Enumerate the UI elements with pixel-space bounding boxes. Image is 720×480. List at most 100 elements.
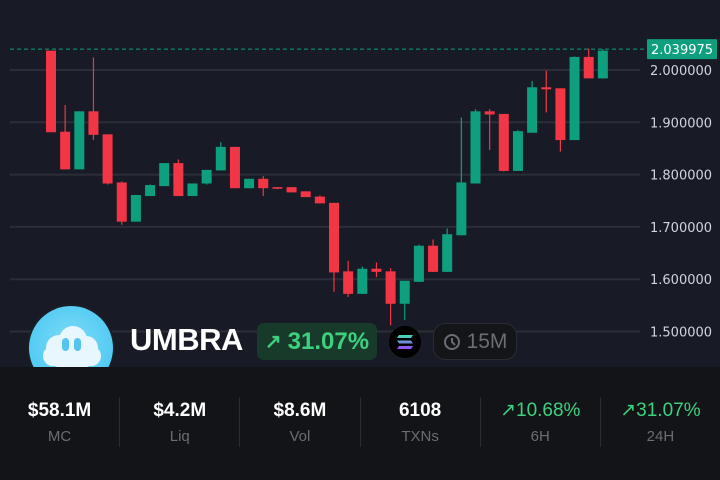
candle <box>145 184 156 197</box>
candle-body <box>300 191 311 198</box>
candle <box>88 57 99 141</box>
candle-body <box>60 131 71 170</box>
timeframe-button[interactable]: 15M <box>433 323 517 360</box>
candle-body <box>244 178 255 189</box>
candle <box>258 176 269 197</box>
candle-body <box>258 178 269 189</box>
stat-6h-change: ↗10.68% 6H <box>479 397 600 447</box>
candle-body <box>527 87 538 133</box>
candle <box>272 187 283 190</box>
candle-body <box>456 182 467 236</box>
stat-label: 6H <box>530 428 550 445</box>
candle-body <box>46 50 56 133</box>
candle <box>456 117 467 236</box>
candle-body <box>329 202 339 273</box>
candle-body <box>187 183 198 197</box>
candle <box>555 88 566 152</box>
candle <box>74 111 85 170</box>
candle-body <box>541 87 552 90</box>
stat-value: 10.68% <box>516 400 581 421</box>
candle-body <box>357 268 368 294</box>
y-tick-label: 1.600000 <box>650 273 712 288</box>
stat-label: 24H <box>646 428 675 445</box>
candlestick-chart[interactable]: 2.000000 1.900000 1.800000 1.700000 1.600000… <box>0 0 720 367</box>
candle-body <box>555 88 566 141</box>
candle-body <box>130 194 141 222</box>
candle-body <box>215 146 226 171</box>
candle-body <box>428 245 439 272</box>
candle <box>470 109 481 184</box>
stat-value: 6108 <box>398 400 442 421</box>
candle <box>512 130 523 171</box>
candle <box>130 194 141 222</box>
candle <box>46 50 56 133</box>
candle <box>286 187 297 193</box>
stat-label: Liq <box>169 428 190 445</box>
candle-body <box>201 169 212 184</box>
candle <box>201 169 212 185</box>
candle-body <box>116 182 127 222</box>
candle <box>159 163 170 187</box>
candle <box>173 159 184 197</box>
current-price-label: 2.039975 <box>651 43 713 58</box>
y-tick-label: 2.000000 <box>650 64 712 79</box>
token-name: UMBRA <box>130 322 243 357</box>
candle <box>498 113 509 172</box>
y-tick-label: 1.500000 <box>650 326 712 341</box>
y-tick-label: 1.800000 <box>650 169 712 184</box>
candle-body <box>74 111 85 170</box>
stat-volume: $8.6M Vol <box>239 397 359 447</box>
stat-value: $8.6M <box>273 400 327 421</box>
stat-label: TXNs <box>401 428 439 445</box>
cloud-icon <box>43 326 101 368</box>
candle <box>187 183 198 197</box>
candle-body <box>173 163 184 197</box>
candle-body <box>470 111 481 184</box>
candle-body <box>512 131 523 171</box>
stat-liquidity: $4.2M Liq <box>119 397 239 447</box>
y-tick-label: 1.700000 <box>650 221 712 236</box>
stats-row: $58.1M MC $4.2M Liq $8.6M Vol 6108 TXNs ↗10.… <box>0 397 720 447</box>
candle-body <box>371 268 382 272</box>
candle-body <box>314 196 325 204</box>
eye-icon <box>74 338 81 351</box>
stat-value: 31.07% <box>636 400 701 421</box>
candle-body <box>88 111 99 135</box>
change-value: 31.07% <box>287 327 370 355</box>
candle-body <box>413 245 424 282</box>
stat-24h-change: ↗31.07% 24H <box>599 397 720 447</box>
candle-body <box>229 146 240 189</box>
candle <box>300 191 311 198</box>
candle <box>229 146 240 189</box>
candle <box>583 48 594 79</box>
candle <box>385 268 396 326</box>
stat-value: $4.2M <box>153 400 207 421</box>
candle-body <box>583 56 594 79</box>
candle <box>413 244 424 282</box>
arrow-up-right-icon: ↗ <box>264 331 282 353</box>
candle <box>442 228 453 272</box>
candle <box>527 80 538 133</box>
eye-icon <box>62 338 69 351</box>
candle-body <box>102 134 113 184</box>
candle-body <box>145 185 156 197</box>
candle <box>569 56 580 141</box>
stat-label: MC <box>47 428 72 445</box>
candle <box>484 109 495 151</box>
candle <box>428 239 439 272</box>
candle <box>314 195 325 204</box>
candle-body <box>597 50 608 79</box>
stat-transactions: 6108 TXNs <box>359 397 480 447</box>
candle-body <box>286 187 297 193</box>
candle-body <box>569 56 580 141</box>
candle <box>357 266 368 294</box>
current-price-tag <box>647 39 717 60</box>
change-badge: ↗ 31.07% <box>257 323 377 360</box>
stat-market-cap: $58.1M MC <box>0 397 119 447</box>
candle <box>102 134 113 185</box>
arrow-up-right-icon: ↗ <box>500 400 516 421</box>
candle <box>60 105 71 170</box>
candle-body <box>272 187 283 189</box>
timeframe-label: 15M <box>466 329 508 353</box>
candle-body <box>385 271 396 304</box>
